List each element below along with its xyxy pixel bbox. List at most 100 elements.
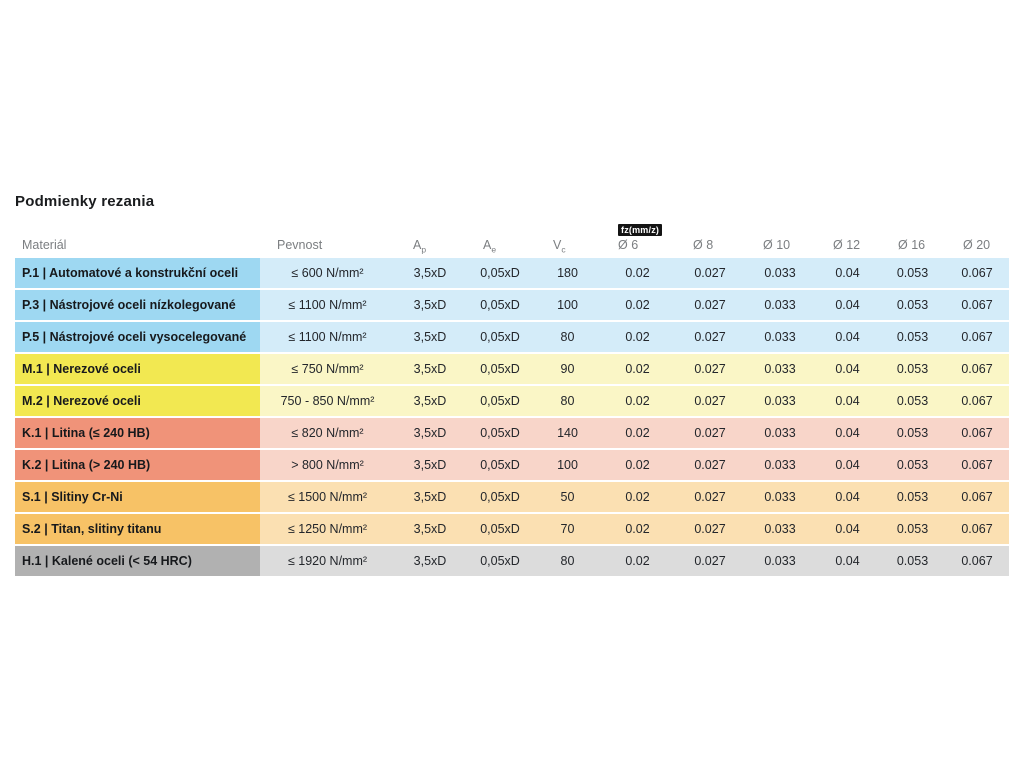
fz-unit-badge: fz(mm/z) bbox=[618, 224, 663, 236]
page-title: Podmienky rezania bbox=[15, 193, 155, 210]
ap-subscript: p bbox=[421, 244, 427, 255]
pevnost-cell: ≤ 820 N/mm² bbox=[260, 418, 395, 448]
fz-d10-cell: 0.033 bbox=[745, 354, 815, 384]
table-row: M.1 | Nerezové oceli ≤ 750 N/mm² 3,5xD 0… bbox=[15, 354, 1009, 384]
fz-d20-cell: 0.067 bbox=[945, 322, 1009, 352]
fz-d8-cell: 0.027 bbox=[675, 354, 745, 384]
material-cell: P.5 | Nástrojové oceli vysocelegované bbox=[15, 322, 260, 352]
fz-d16-cell: 0.053 bbox=[880, 450, 945, 480]
col-header-d8: Ø 8 bbox=[693, 238, 714, 252]
fz-d12-cell: 0.04 bbox=[815, 418, 880, 448]
ap-cell: 3,5xD bbox=[395, 322, 465, 352]
fz-d10-cell: 0.033 bbox=[745, 514, 815, 544]
pevnost-cell: > 800 N/mm² bbox=[260, 450, 395, 480]
fz-d12-cell: 0.04 bbox=[815, 386, 880, 416]
col-header-vc: Vc bbox=[535, 238, 600, 255]
ap-cell: 3,5xD bbox=[395, 258, 465, 288]
fz-d12-cell: 0.04 bbox=[815, 354, 880, 384]
ae-cell: 0,05xD bbox=[465, 322, 535, 352]
material-cell: P.1 | Automatové a konstrukční oceli bbox=[15, 258, 260, 288]
vc-cell: 90 bbox=[535, 354, 600, 384]
material-cell: H.1 | Kalené oceli (< 54 HRC) bbox=[15, 546, 260, 576]
vc-cell: 140 bbox=[535, 418, 600, 448]
ap-cell: 3,5xD bbox=[395, 386, 465, 416]
vc-symbol: V bbox=[553, 238, 562, 252]
pevnost-cell: ≤ 1920 N/mm² bbox=[260, 546, 395, 576]
fz-d20-cell: 0.067 bbox=[945, 258, 1009, 288]
fz-d12-cell: 0.04 bbox=[815, 290, 880, 320]
col-header-material: Materiál bbox=[22, 238, 67, 252]
fz-d8-cell: 0.027 bbox=[675, 514, 745, 544]
fz-d6-cell: 0.02 bbox=[600, 546, 675, 576]
fz-d10-cell: 0.033 bbox=[745, 322, 815, 352]
ap-cell: 3,5xD bbox=[395, 546, 465, 576]
ap-cell: 3,5xD bbox=[395, 482, 465, 512]
table-header: Materiál Pevnost Ap Ae Vc fz(mm/z) Ø 6 Ø… bbox=[15, 220, 1009, 258]
material-cell: K.2 | Litina (> 240 HB) bbox=[15, 450, 260, 480]
ae-cell: 0,05xD bbox=[465, 514, 535, 544]
table-body: P.1 | Automatové a konstrukční oceli ≤ 6… bbox=[15, 258, 1009, 576]
table-row: S.2 | Titan, slitiny titanu ≤ 1250 N/mm²… bbox=[15, 514, 1009, 544]
material-cell: P.3 | Nástrojové oceli nízkolegované bbox=[15, 290, 260, 320]
fz-d16-cell: 0.053 bbox=[880, 514, 945, 544]
fz-d16-cell: 0.053 bbox=[880, 482, 945, 512]
fz-d10-cell: 0.033 bbox=[745, 418, 815, 448]
fz-d16-cell: 0.053 bbox=[880, 290, 945, 320]
ae-symbol: A bbox=[483, 238, 492, 252]
vc-cell: 180 bbox=[535, 258, 600, 288]
fz-d12-cell: 0.04 bbox=[815, 482, 880, 512]
pevnost-cell: ≤ 600 N/mm² bbox=[260, 258, 395, 288]
ap-cell: 3,5xD bbox=[395, 418, 465, 448]
col-header-ap: Ap bbox=[395, 238, 465, 255]
col-header-d6: fz(mm/z) Ø 6 bbox=[600, 224, 675, 252]
pevnost-cell: ≤ 750 N/mm² bbox=[260, 354, 395, 384]
fz-d20-cell: 0.067 bbox=[945, 514, 1009, 544]
ae-cell: 0,05xD bbox=[465, 290, 535, 320]
fz-d8-cell: 0.027 bbox=[675, 546, 745, 576]
pevnost-cell: ≤ 1500 N/mm² bbox=[260, 482, 395, 512]
fz-d6-cell: 0.02 bbox=[600, 418, 675, 448]
fz-d12-cell: 0.04 bbox=[815, 322, 880, 352]
ae-cell: 0,05xD bbox=[465, 418, 535, 448]
ap-cell: 3,5xD bbox=[395, 354, 465, 384]
fz-d20-cell: 0.067 bbox=[945, 450, 1009, 480]
material-cell: S.1 | Slitiny Cr-Ni bbox=[15, 482, 260, 512]
cutting-conditions-table: Materiál Pevnost Ap Ae Vc fz(mm/z) Ø 6 Ø… bbox=[15, 220, 1009, 578]
fz-d12-cell: 0.04 bbox=[815, 546, 880, 576]
fz-d20-cell: 0.067 bbox=[945, 354, 1009, 384]
fz-d8-cell: 0.027 bbox=[675, 482, 745, 512]
fz-d20-cell: 0.067 bbox=[945, 546, 1009, 576]
fz-d12-cell: 0.04 bbox=[815, 450, 880, 480]
material-cell: K.1 | Litina (≤ 240 HB) bbox=[15, 418, 260, 448]
ap-cell: 3,5xD bbox=[395, 290, 465, 320]
material-cell: M.1 | Nerezové oceli bbox=[15, 354, 260, 384]
fz-d6-cell: 0.02 bbox=[600, 514, 675, 544]
diameter-6-label: Ø 6 bbox=[618, 238, 639, 252]
material-cell: S.2 | Titan, slitiny titanu bbox=[15, 514, 260, 544]
fz-d8-cell: 0.027 bbox=[675, 386, 745, 416]
fz-d8-cell: 0.027 bbox=[675, 450, 745, 480]
col-header-d20: Ø 20 bbox=[963, 238, 991, 252]
ae-cell: 0,05xD bbox=[465, 546, 535, 576]
fz-d6-cell: 0.02 bbox=[600, 386, 675, 416]
fz-d6-cell: 0.02 bbox=[600, 450, 675, 480]
vc-cell: 100 bbox=[535, 290, 600, 320]
vc-subscript: c bbox=[561, 244, 566, 255]
fz-d6-cell: 0.02 bbox=[600, 482, 675, 512]
table-row: P.3 | Nástrojové oceli nízkolegované ≤ 1… bbox=[15, 290, 1009, 320]
fz-d10-cell: 0.033 bbox=[745, 290, 815, 320]
ae-cell: 0,05xD bbox=[465, 354, 535, 384]
vc-cell: 80 bbox=[535, 386, 600, 416]
fz-d16-cell: 0.053 bbox=[880, 386, 945, 416]
col-header-pevnost: Pevnost bbox=[277, 238, 323, 252]
fz-d10-cell: 0.033 bbox=[745, 450, 815, 480]
vc-cell: 80 bbox=[535, 322, 600, 352]
fz-d8-cell: 0.027 bbox=[675, 418, 745, 448]
table-row: P.5 | Nástrojové oceli vysocelegované ≤ … bbox=[15, 322, 1009, 352]
vc-cell: 100 bbox=[535, 450, 600, 480]
vc-cell: 80 bbox=[535, 546, 600, 576]
table-row: H.1 | Kalené oceli (< 54 HRC) ≤ 1920 N/m… bbox=[15, 546, 1009, 576]
fz-d20-cell: 0.067 bbox=[945, 290, 1009, 320]
fz-d20-cell: 0.067 bbox=[945, 418, 1009, 448]
